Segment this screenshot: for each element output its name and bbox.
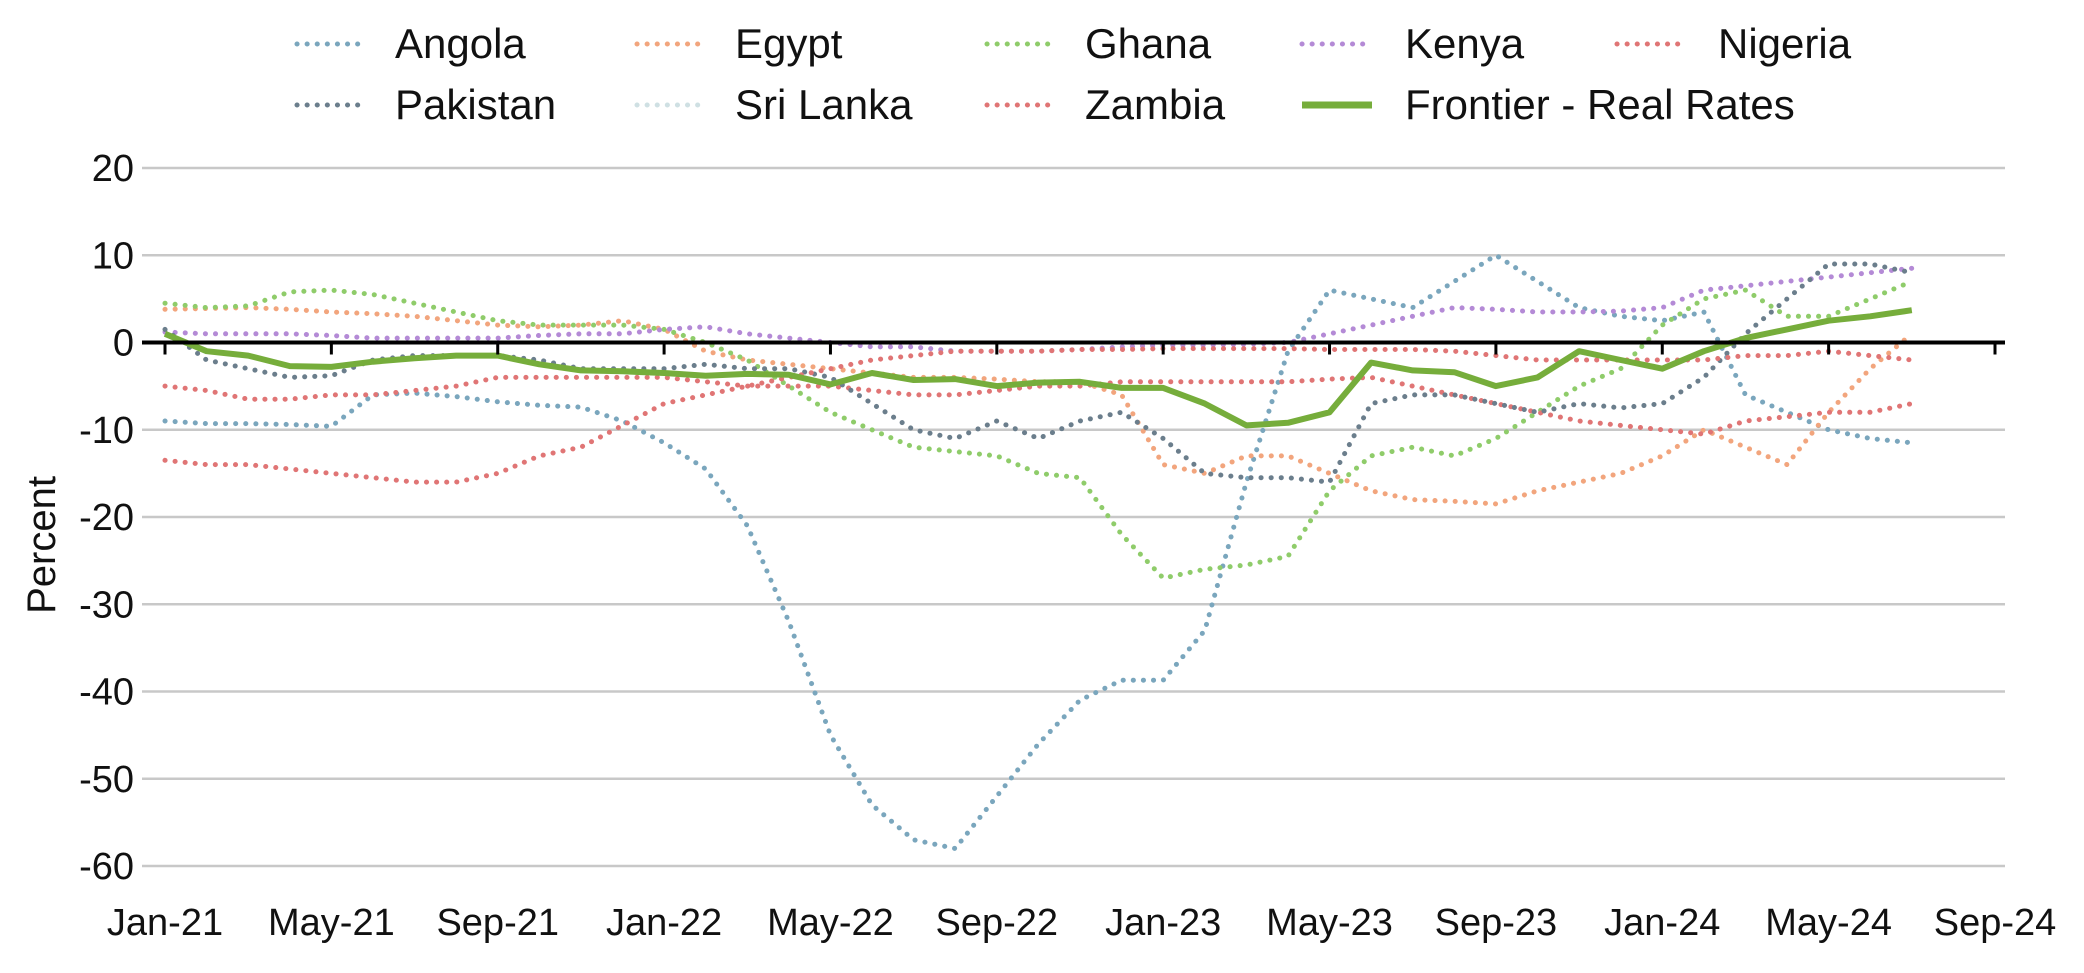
- legend-label-sri-lanka: Sri Lanka: [735, 81, 913, 128]
- legend-item-sri-lanka: Sri Lanka: [634, 81, 913, 128]
- legend-label-zambia: Zambia: [1085, 81, 1226, 128]
- series-line-ghana: [162, 278, 1915, 581]
- legend-label-ghana: Ghana: [1085, 20, 1212, 67]
- legend-label-frontier-real-rates: Frontier - Real Rates: [1405, 81, 1795, 128]
- x-tick-label: May-22: [767, 902, 894, 944]
- x-tick-label: Jan-24: [1604, 902, 1720, 944]
- series-line-kenya: [162, 265, 1915, 354]
- series-line-zambia: [162, 346, 1915, 485]
- x-tick-labels: Jan-21 May-21 Sep-21 Jan-22 May-22 Sep-22 Jan-…: [107, 902, 2056, 944]
- x-tick-label: Sep-23: [1435, 902, 1558, 944]
- legend-item-angola: Angola: [294, 20, 526, 67]
- legend-label-nigeria: Nigeria: [1718, 20, 1852, 67]
- y-tick-label: 20: [92, 148, 134, 190]
- legend-item-nigeria: Nigeria: [1614, 20, 1852, 67]
- legend-item-pakistan: Pakistan: [294, 81, 556, 128]
- y-axis-title: Percent: [20, 476, 64, 614]
- x-tick-label: May-23: [1266, 902, 1393, 944]
- series-line-frontier-real-rates: [163, 307, 1913, 429]
- x-tick-label: Sep-22: [936, 902, 1059, 944]
- series-line-angola: [162, 252, 1915, 851]
- legend-label-kenya: Kenya: [1405, 20, 1525, 67]
- x-tick-label: May-21: [268, 902, 395, 944]
- x-axis: [142, 340, 2005, 355]
- y-tick-label: -10: [79, 410, 134, 452]
- y-tick-label: -20: [79, 497, 134, 539]
- legend-item-ghana: Ghana: [984, 20, 1212, 67]
- y-tick-label: -30: [79, 584, 134, 626]
- y-tick-labels: 20 10 0 -10 -20 -30 -40 -50 -60: [79, 148, 134, 888]
- x-tick-label: Jan-21: [107, 902, 223, 944]
- y-tick-label: -40: [79, 672, 134, 714]
- x-tick-label: Jan-23: [1105, 902, 1221, 944]
- x-tick-label: May-24: [1765, 902, 1892, 944]
- legend-item-zambia: Zambia: [984, 81, 1226, 128]
- y-tick-label: -50: [79, 759, 134, 801]
- series-line-pakistan: [162, 261, 1915, 485]
- x-tick-label: Jan-22: [606, 902, 722, 944]
- legend-label-angola: Angola: [395, 20, 526, 67]
- legend: Angola Egypt Ghana Kenya Nigeria Pakista…: [294, 20, 1852, 128]
- series-lines: [162, 252, 1915, 851]
- y-tick-label: 0: [113, 323, 134, 365]
- x-tick-label: Sep-21: [436, 902, 559, 944]
- legend-label-pakistan: Pakistan: [395, 81, 556, 128]
- legend-label-egypt: Egypt: [735, 20, 843, 67]
- x-tick-label: Sep-24: [1934, 902, 2057, 944]
- legend-item-kenya: Kenya: [1299, 20, 1525, 67]
- legend-item-frontier-real-rates: Frontier - Real Rates: [1302, 81, 1795, 128]
- gridlines: [142, 166, 2005, 868]
- series-line-nigeria: [162, 374, 1915, 437]
- legend-item-egypt: Egypt: [634, 20, 843, 67]
- series-line-egypt: [162, 305, 1915, 507]
- y-tick-label: 10: [92, 235, 134, 277]
- y-tick-label: -60: [79, 846, 134, 888]
